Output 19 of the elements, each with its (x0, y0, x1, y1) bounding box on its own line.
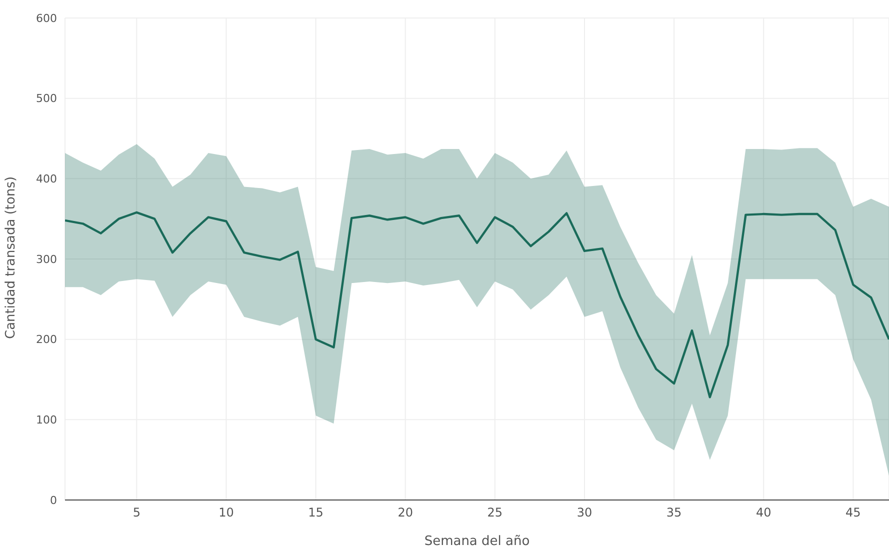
x-tick-label: 20 (398, 506, 413, 520)
y-tick-label: 400 (36, 172, 57, 186)
line-series (65, 211, 889, 398)
x-axis-title: Semana del año (424, 534, 530, 549)
x-tick-label: 5 (132, 506, 140, 520)
x-tick-label: 35 (666, 506, 682, 520)
x-tick-label: 15 (308, 506, 324, 520)
x-tick-label: 40 (756, 506, 772, 520)
y-tick-label: 0 (50, 494, 57, 507)
x-tick-label: 30 (576, 506, 592, 520)
x-tick-label: 45 (846, 506, 861, 520)
y-axis-title: Cantidad transada (tons) (4, 176, 19, 339)
y-tick-label: 500 (36, 92, 57, 106)
y-tick-label: 100 (36, 414, 57, 427)
y-tick-label: 200 (36, 333, 57, 346)
y-tick-label: 300 (36, 252, 57, 266)
x-tick-label: 10 (218, 506, 234, 520)
x-tick-label: 25 (487, 506, 503, 520)
y-tick-label: 600 (36, 12, 57, 25)
